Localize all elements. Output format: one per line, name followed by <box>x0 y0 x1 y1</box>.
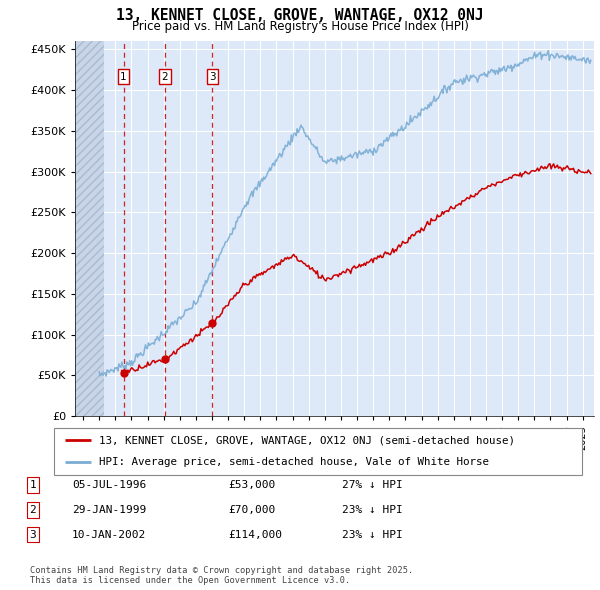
Text: 13, KENNET CLOSE, GROVE, WANTAGE, OX12 0NJ: 13, KENNET CLOSE, GROVE, WANTAGE, OX12 0… <box>116 8 484 23</box>
Text: Price paid vs. HM Land Registry's House Price Index (HPI): Price paid vs. HM Land Registry's House … <box>131 20 469 33</box>
Text: 3: 3 <box>29 530 37 539</box>
Text: 13, KENNET CLOSE, GROVE, WANTAGE, OX12 0NJ (semi-detached house): 13, KENNET CLOSE, GROVE, WANTAGE, OX12 0… <box>99 435 515 445</box>
Text: 1: 1 <box>120 72 127 82</box>
Text: £114,000: £114,000 <box>228 530 282 539</box>
Text: 23% ↓ HPI: 23% ↓ HPI <box>342 505 403 514</box>
Bar <box>75 41 104 416</box>
Text: £53,000: £53,000 <box>228 480 275 490</box>
Text: 10-JAN-2002: 10-JAN-2002 <box>72 530 146 539</box>
Text: 2: 2 <box>29 505 37 514</box>
Text: 3: 3 <box>209 72 216 82</box>
Text: HPI: Average price, semi-detached house, Vale of White Horse: HPI: Average price, semi-detached house,… <box>99 457 489 467</box>
Text: 29-JAN-1999: 29-JAN-1999 <box>72 505 146 514</box>
Text: 2: 2 <box>161 72 168 82</box>
FancyBboxPatch shape <box>54 428 582 475</box>
Text: 27% ↓ HPI: 27% ↓ HPI <box>342 480 403 490</box>
Text: £70,000: £70,000 <box>228 505 275 514</box>
Text: 23% ↓ HPI: 23% ↓ HPI <box>342 530 403 539</box>
Text: Contains HM Land Registry data © Crown copyright and database right 2025.
This d: Contains HM Land Registry data © Crown c… <box>30 566 413 585</box>
Text: 05-JUL-1996: 05-JUL-1996 <box>72 480 146 490</box>
Text: 1: 1 <box>29 480 37 490</box>
